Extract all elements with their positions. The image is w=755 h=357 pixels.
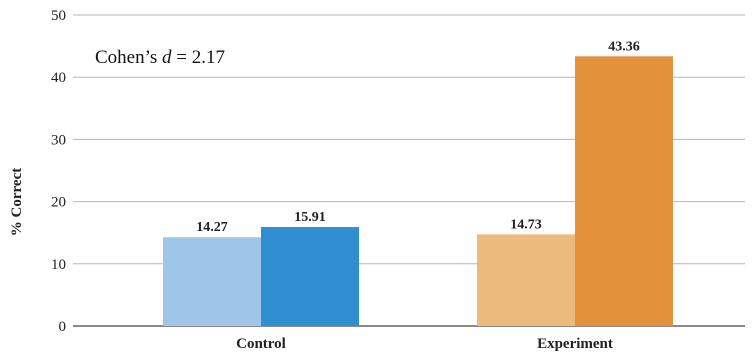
category-label-control: Control: [236, 336, 286, 352]
y-axis-title: % Correct: [9, 168, 25, 236]
data-label-experiment-dark: 43.36: [608, 39, 640, 54]
y-tick-label-50: 50: [51, 8, 66, 24]
bar-control-dark: [261, 227, 359, 326]
bar-experiment-dark: [575, 56, 673, 326]
cohens-d-annotation: Cohen’s d = 2.17: [95, 47, 225, 68]
y-tick-label-40: 40: [51, 70, 66, 86]
y-tick-label-30: 30: [51, 132, 66, 148]
y-tick-label-0: 0: [59, 319, 67, 335]
y-axis-ticks: 0 10 20 30 40 50: [51, 8, 66, 335]
y-tick-label-10: 10: [51, 257, 66, 273]
annotation-suffix: = 2.17: [172, 47, 225, 68]
bar-control-light: [163, 237, 261, 326]
annotation-prefix: Cohen’s: [95, 47, 162, 68]
data-label-experiment-light: 14.73: [510, 217, 542, 232]
bar-experiment-light: [477, 234, 575, 326]
data-label-control-dark: 15.91: [294, 210, 326, 225]
bars: [163, 56, 673, 326]
y-tick-label-20: 20: [51, 195, 66, 211]
annotation-variable: d: [162, 47, 172, 68]
data-label-control-light: 14.27: [196, 220, 228, 235]
x-axis-categories: Control Experiment: [236, 336, 613, 352]
category-label-experiment: Experiment: [537, 336, 613, 352]
data-labels: 14.27 15.91 14.73 43.36: [196, 39, 640, 235]
